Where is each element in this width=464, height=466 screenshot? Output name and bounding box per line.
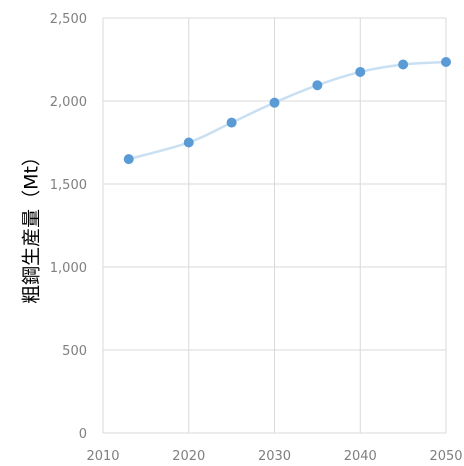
y-tick-labels: 0 500 1,000 1,500 2,000 2,500 [50,12,87,442]
x-tick-label: 2010 [86,449,119,464]
y-axis-label: 粗鋼生産量（Mt） [21,147,43,304]
y-tick-label: 500 [62,344,87,359]
y-tick-label: 2,000 [50,95,87,110]
grid-lines [102,17,447,433]
data-point [226,117,237,128]
data-point [441,56,451,67]
x-tick-labels: 2010 2020 2030 2040 2050 [86,449,462,464]
y-tick-label: 2,500 [50,12,87,27]
x-tick-label: 2050 [429,449,462,464]
data-point [183,137,194,148]
x-tick-label: 2030 [258,449,291,464]
x-tick-label: 2040 [344,449,377,464]
series-line [128,60,447,161]
data-point [123,154,134,165]
data-points [123,56,451,165]
x-tick-label: 2020 [172,449,205,464]
data-point [312,80,323,91]
y-tick-label: 0 [79,427,87,442]
y-tick-label: 1,000 [50,261,87,276]
data-point [398,59,409,70]
data-point [355,66,366,77]
data-point [269,97,280,108]
y-tick-label: 1,500 [50,178,87,193]
